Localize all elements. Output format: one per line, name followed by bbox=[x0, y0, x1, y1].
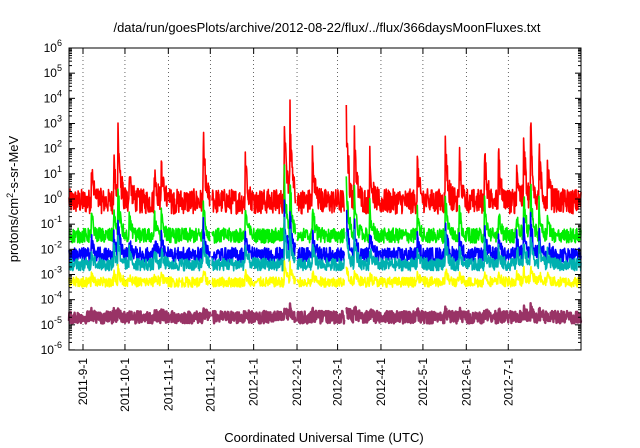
series-line-2 bbox=[68, 164, 582, 244]
series-line-1 bbox=[68, 99, 582, 215]
series-line-6 bbox=[67, 302, 583, 325]
series-line-3 bbox=[68, 199, 582, 264]
x-tick-label: 2011-12-1 bbox=[203, 358, 217, 412]
y-tick-label: 102 bbox=[44, 139, 62, 156]
x-axis-ticks: 2011-9-1 2011-10-1 2011-11-1 2011-12-1 2012-… bbox=[76, 48, 515, 412]
x-tick-label: 2012-5-1 bbox=[416, 358, 430, 406]
x-tick-label: 2012-7-1 bbox=[501, 358, 515, 406]
y-tick-label: 106 bbox=[44, 38, 62, 55]
y-tick-label: 10-6 bbox=[41, 340, 62, 357]
y-tick-label: 10-2 bbox=[41, 239, 62, 256]
chart-title: /data/run/goesPlots/archive/2012-08-22/f… bbox=[113, 20, 540, 35]
y-tick-label: 101 bbox=[44, 164, 62, 181]
series-line-5 bbox=[68, 260, 582, 288]
x-tick-label: 2012-2-1 bbox=[290, 358, 304, 406]
y-tick-label: 10-4 bbox=[41, 290, 62, 307]
y-tick-label: 10-3 bbox=[41, 265, 62, 282]
y-axis-label: protons/cm2-s-sr-MeV bbox=[5, 135, 21, 262]
x-tick-label: 2011-9-1 bbox=[76, 358, 90, 405]
x-axis-label: Coordinated Universal Time (UTC) bbox=[224, 430, 423, 445]
x-tick-label: 2011-11-1 bbox=[161, 358, 175, 411]
x-tick-label: 2012-1-1 bbox=[247, 358, 261, 406]
y-tick-label: 104 bbox=[44, 88, 62, 105]
x-tick-label: 2011-10-1 bbox=[118, 358, 132, 412]
y-tick-label: 103 bbox=[44, 114, 62, 131]
x-tick-label: 2012-6-1 bbox=[459, 358, 473, 406]
x-tick-label: 2012-4-1 bbox=[374, 358, 388, 406]
y-tick-label: 105 bbox=[44, 63, 62, 80]
y-tick-label: 10-1 bbox=[41, 214, 62, 231]
y-tick-label: 10-5 bbox=[41, 315, 62, 332]
x-tick-label: 2012-3-1 bbox=[331, 358, 345, 406]
series-group bbox=[67, 99, 583, 325]
y-axis-ticks: 10-6 10-5 10-4 10-3 10-2 10-1 100 101 102 103 104 1… bbox=[41, 38, 581, 357]
series-line-4 bbox=[68, 216, 582, 272]
y-tick-label: 100 bbox=[44, 189, 62, 206]
